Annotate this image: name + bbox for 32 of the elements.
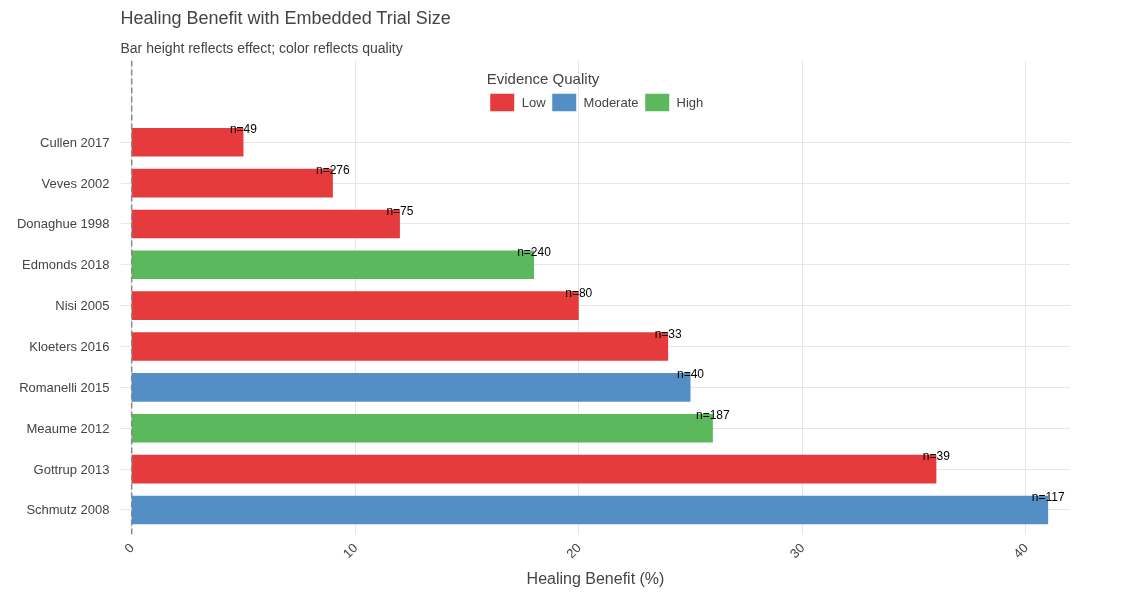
x-tick-label: 40: [1010, 540, 1032, 562]
annotation: n=80: [565, 285, 593, 300]
y-tick-label: Cullen 2017: [40, 134, 110, 150]
annotation: n=240: [517, 244, 552, 259]
x-axis-title: Healing Benefit (%): [526, 570, 665, 588]
x-tick-label: 10: [339, 540, 361, 562]
annotation: n=187: [696, 408, 731, 423]
y-tick-label: Meaume 2012: [26, 420, 110, 436]
annotation: n=117: [1031, 489, 1065, 504]
y-tick-label: Schmutz 2008: [26, 502, 110, 518]
y-tick-label: Veves 2002: [41, 175, 110, 191]
legend-title: Evidence Quality: [486, 70, 601, 87]
y-tick-label: Nisi 2005: [55, 298, 110, 314]
annotation: n=75: [386, 203, 414, 218]
legend-label: Low: [521, 94, 546, 110]
annotation: n=33: [654, 326, 682, 341]
annotation: n=40: [676, 367, 705, 382]
x-tick-label: 30: [786, 540, 808, 562]
y-tick-label: Kloeters 2016: [29, 339, 110, 355]
chart-title: Healing Benefit with Embedded Trial Size: [120, 7, 451, 28]
x-tick-label: 0: [121, 540, 137, 556]
y-tick-label: Romanelli 2015: [19, 379, 110, 395]
annotation: n=49: [229, 122, 258, 137]
x-tick-label: 20: [563, 540, 585, 562]
annotation: n=276: [316, 163, 351, 178]
annotation: n=39: [922, 449, 951, 464]
y-tick-label: Donaghue 1998: [16, 216, 110, 232]
legend-label: High: [676, 94, 704, 110]
chart-subtitle: Bar height reflects effect; color reflects quality: [120, 39, 403, 56]
y-tick-label: Gottrup 2013: [33, 461, 110, 477]
legend-label: Moderate: [583, 94, 639, 110]
y-tick-label: Edmonds 2018: [22, 257, 110, 273]
